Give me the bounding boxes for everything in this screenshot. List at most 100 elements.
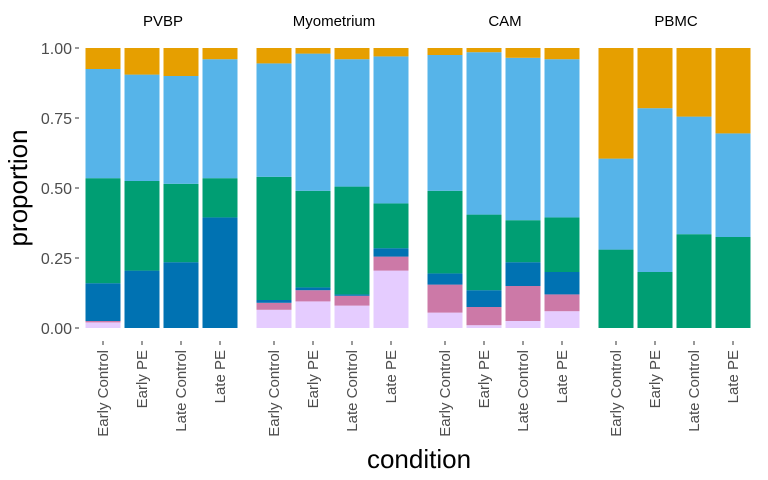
bar-segment: [715, 133, 751, 237]
bar-segment: [427, 273, 463, 285]
bar-segment: [715, 237, 751, 328]
bar-segment: [256, 63, 292, 177]
bar-segment: [334, 48, 370, 60]
bar-segment: [295, 48, 331, 54]
x-tick-label: Early Control: [437, 350, 454, 437]
bar-segment: [544, 294, 580, 312]
bar-segment: [505, 48, 541, 58]
x-tick-label: Early PE: [134, 350, 151, 408]
bar-segment: [163, 48, 199, 76]
bar-segment: [85, 283, 121, 321]
bar-segment: [637, 272, 673, 328]
bar-segment: [466, 307, 502, 326]
bar-segment: [124, 74, 160, 181]
bar-segment: [85, 322, 121, 328]
bar-segment: [637, 108, 673, 272]
bar-segment: [676, 234, 712, 328]
x-tick-label: Late Control: [173, 350, 190, 432]
bar-segment: [256, 300, 292, 303]
bar-segment: [85, 48, 121, 69]
bar-segment: [637, 48, 673, 109]
bar-segment: [598, 158, 634, 250]
bar-segment: [202, 178, 238, 218]
bar-segment: [598, 249, 634, 328]
bar-segment: [544, 48, 580, 60]
bar-segment: [676, 116, 712, 235]
bar-segment: [373, 48, 409, 57]
bar-segment: [202, 217, 238, 328]
y-axis: 0.00 0.25 0.50 0.75 1.00: [41, 41, 79, 338]
bar-segment: [544, 59, 580, 218]
bar-segment: [163, 262, 199, 328]
x-tick-label: Early Control: [95, 350, 112, 437]
bar-segment: [85, 321, 121, 323]
y-tick-label: 0.25: [41, 251, 72, 268]
bar-segment: [256, 48, 292, 64]
bar-segment: [202, 48, 238, 60]
bar-segment: [544, 272, 580, 295]
x-tick-label: Early PE: [647, 350, 664, 408]
x-tick-label: Late PE: [554, 350, 571, 403]
x-tick-label: Late Control: [344, 350, 361, 432]
bar-segment: [124, 270, 160, 328]
facets: PVBP Early Control Early PE Late Control Lat…: [85, 13, 751, 437]
bar-segment: [466, 48, 502, 53]
bar-segment: [466, 290, 502, 307]
bar-segment: [427, 312, 463, 328]
bar-segment: [163, 183, 199, 263]
y-axis-title: proportion: [3, 129, 33, 246]
bar-segment: [427, 284, 463, 313]
y-tick-label: 0.75: [41, 111, 72, 128]
facet-panel: CAM Early Control Early PE Late Control Late…: [427, 13, 580, 437]
bar-segment: [295, 290, 331, 302]
bar-segment: [715, 48, 751, 134]
bar-segment: [163, 76, 199, 184]
bar-segment: [466, 52, 502, 215]
bar-segment: [373, 56, 409, 204]
bar-segment: [295, 190, 331, 288]
x-tick-label: Late PE: [212, 350, 229, 403]
bar-segment: [466, 325, 502, 328]
bar-segment: [334, 295, 370, 306]
facet-panel: Myometrium Early Control Early PE Late Cont…: [256, 13, 409, 437]
bar-segment: [676, 48, 712, 117]
bar-segment: [334, 305, 370, 328]
bar-segment: [334, 186, 370, 295]
bar-segment: [256, 302, 292, 310]
facet-panel: PVBP Early Control Early PE Late Control Lat…: [85, 13, 238, 437]
bar-segment: [505, 57, 541, 221]
facet-label: Myometrium: [293, 13, 376, 30]
x-tick-label: Late Control: [515, 350, 532, 432]
x-axis-title: condition: [367, 444, 471, 474]
bar-segment: [256, 309, 292, 328]
bar-segment: [505, 286, 541, 321]
bar-segment: [373, 256, 409, 271]
bar-segment: [466, 214, 502, 291]
bar-segment: [295, 53, 331, 191]
x-tick-label: Early PE: [476, 350, 493, 408]
x-tick-label: Late PE: [383, 350, 400, 403]
facet-label: CAM: [488, 13, 521, 30]
x-tick-label: Early PE: [305, 350, 322, 408]
x-tick-label: Late Control: [686, 350, 703, 432]
bar-segment: [295, 301, 331, 328]
bar-segment: [295, 287, 331, 291]
bar-segment: [505, 262, 541, 286]
bar-segment: [124, 181, 160, 271]
bar-segment: [256, 176, 292, 300]
x-tick-label: Early Control: [608, 350, 625, 437]
x-tick-label: Early Control: [266, 350, 283, 437]
facet-label: PVBP: [143, 13, 183, 30]
bar-segment: [334, 294, 370, 296]
facet-panel: PBMC Early Control Early PE Late Control Lat…: [598, 13, 751, 437]
bar-segment: [124, 48, 160, 75]
bar-segment: [85, 178, 121, 284]
bar-segment: [202, 59, 238, 179]
y-tick-label: 0.50: [41, 181, 72, 198]
x-tick-label: Late PE: [725, 350, 742, 403]
bar-segment: [334, 59, 370, 187]
bar-segment: [427, 48, 463, 55]
bar-segment: [427, 55, 463, 191]
